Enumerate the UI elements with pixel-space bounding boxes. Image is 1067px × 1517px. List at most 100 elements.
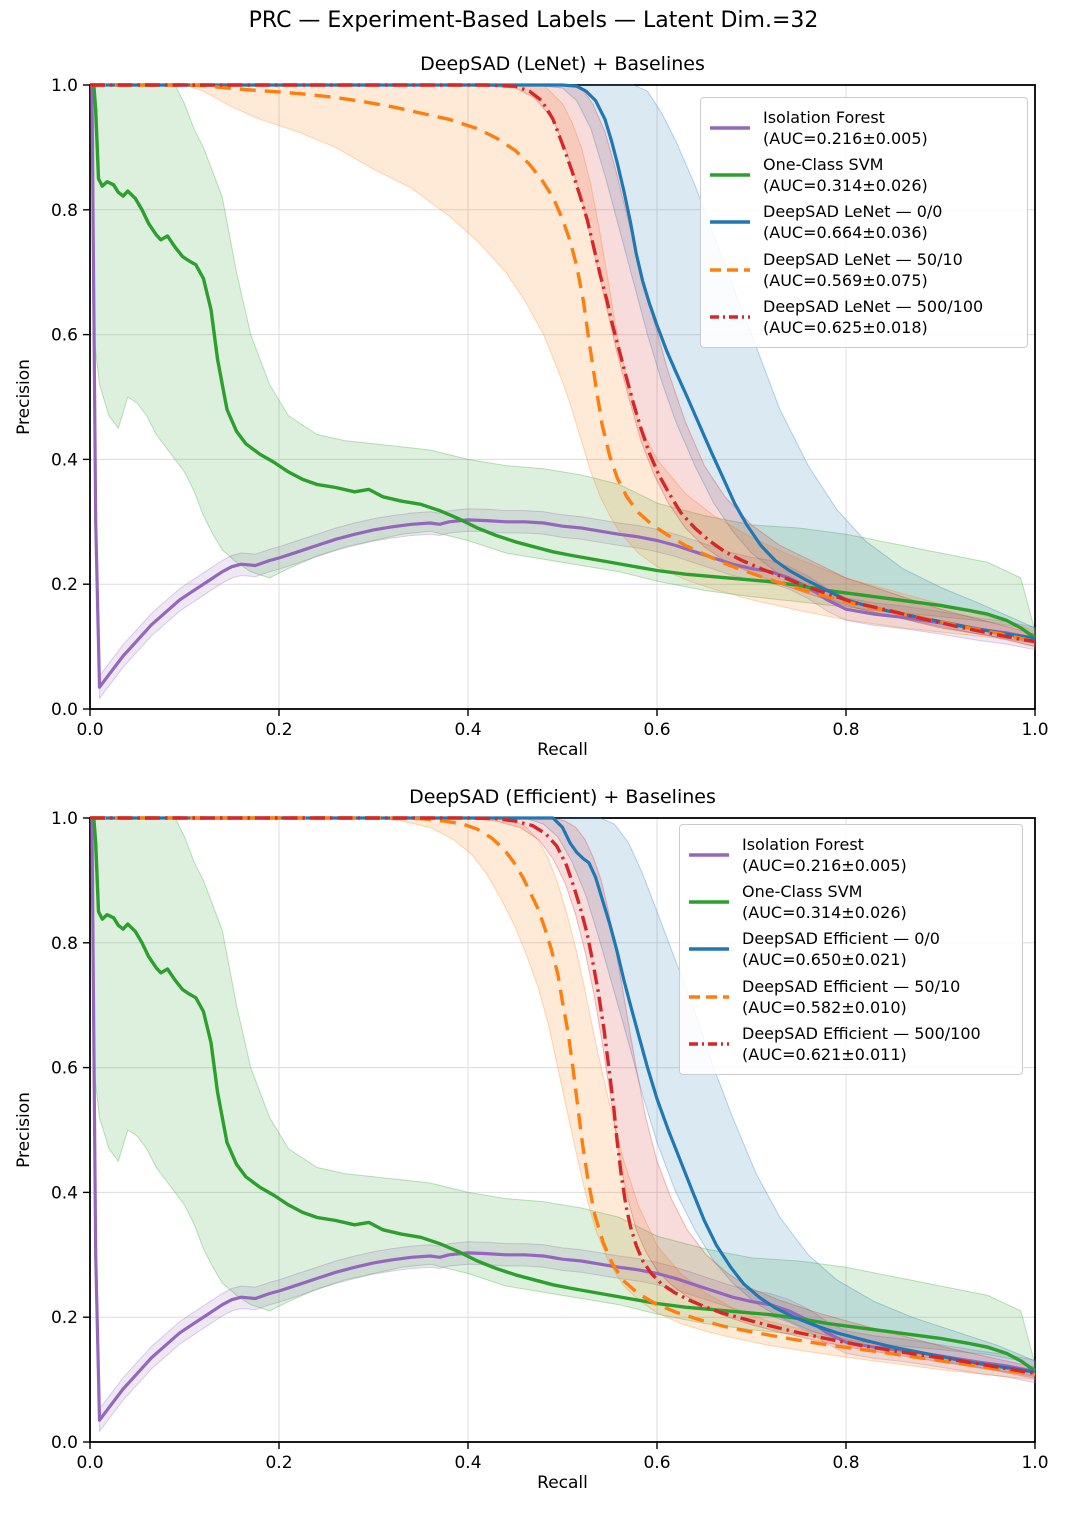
x-tick-label: 0.4 xyxy=(454,720,481,740)
y-tick-label: 0.6 xyxy=(51,1059,78,1079)
legend-line-sample xyxy=(710,268,750,272)
y-tick-label: 0.8 xyxy=(51,934,78,954)
legend-line-sample xyxy=(689,995,729,999)
legend-item: DeepSAD Efficient — 0/0 (AUC=0.650±0.021) xyxy=(688,928,1016,970)
legend-item-label: DeepSAD Efficient — 500/100 xyxy=(742,1024,981,1044)
curve-deepsad-efficient-500-100 xyxy=(90,816,1036,1376)
y-tick-label: 0.2 xyxy=(51,575,78,595)
legend-item: DeepSAD LeNet — 0/0 (AUC=0.664±0.036) xyxy=(709,201,1021,243)
legend-item: DeepSAD Efficient — 500/100 (AUC=0.621±0.… xyxy=(688,1023,1016,1065)
legend-line-sample xyxy=(710,125,750,130)
legend-item-auc: (AUC=0.650±0.021) xyxy=(742,950,907,970)
legend-line-sample xyxy=(689,852,729,857)
y-tick-label: 0.8 xyxy=(51,201,78,221)
y-tick-label: 0.4 xyxy=(51,450,78,470)
x-tick-label: 0.2 xyxy=(265,720,292,740)
x-tick-label: 0.0 xyxy=(76,720,103,740)
band-isolation-forest xyxy=(91,84,1036,700)
y-tick-label: 0.4 xyxy=(51,1183,78,1203)
legend-item-auc: (AUC=0.625±0.018) xyxy=(763,318,928,338)
y-tick-label: 0.6 xyxy=(51,326,78,346)
x-tick-label: 0.2 xyxy=(265,1453,292,1473)
legend-item-text: DeepSAD Efficient — 50/10 (AUC=0.582±0.01… xyxy=(742,976,960,1018)
curve-deepsad-lenet-50-10 xyxy=(90,83,1036,644)
legend-item-text: One-Class SVM (AUC=0.314±0.026) xyxy=(742,881,907,923)
legend-item-text: DeepSAD Efficient — 0/0 (AUC=0.650±0.021) xyxy=(742,928,940,970)
legend-bottom: Isolation Forest (AUC=0.216±0.005) One-Cla… xyxy=(679,824,1023,1075)
legend-line-sample xyxy=(710,220,750,225)
subplot-title-efficient: DeepSAD (Efficient) + Baselines xyxy=(409,786,716,808)
legend-item-text: DeepSAD LeNet — 0/0 (AUC=0.664±0.036) xyxy=(763,201,942,243)
legend-item-auc: (AUC=0.569±0.075) xyxy=(763,270,928,290)
y-axis-label-top: Precision xyxy=(14,359,34,435)
legend-item-auc: (AUC=0.621±0.011) xyxy=(742,1045,907,1065)
band-deepsad-efficient-0-0 xyxy=(90,817,1036,1378)
subplot-0: 0.0 0.2 0.4 0.6 0.8 1.0 0.0 0.2 0.4 0.6 0.8 1.0 xyxy=(51,76,1049,740)
band-isolation-forest xyxy=(91,817,1036,1433)
legend-item-auc: (AUC=0.664±0.036) xyxy=(763,223,928,243)
legend-item-auc: (AUC=0.216±0.005) xyxy=(763,128,928,148)
x-tick-label: 0.0 xyxy=(76,1453,103,1473)
legend-item-text: DeepSAD Efficient — 500/100 (AUC=0.621±0.… xyxy=(742,1023,981,1065)
legend-item-text: Isolation Forest (AUC=0.216±0.005) xyxy=(763,107,928,149)
legend-item: Isolation Forest (AUC=0.216±0.005) xyxy=(688,834,1016,876)
legend-item-label: DeepSAD Efficient — 0/0 xyxy=(742,929,940,949)
x-tick-label: 0.8 xyxy=(832,1453,859,1473)
legend-line-sample xyxy=(710,173,750,177)
legend-item: One-Class SVM (AUC=0.314±0.026) xyxy=(709,154,1021,196)
curve-deepsad-efficient-0-0 xyxy=(90,816,1036,1374)
curve-isolation-forest xyxy=(90,817,1036,1422)
x-axis-label-top: Recall xyxy=(537,740,588,760)
legend-item-label: DeepSAD Efficient — 50/10 xyxy=(742,976,961,996)
legend-item: One-Class SVM (AUC=0.314±0.026) xyxy=(688,881,1016,923)
legend-item-label: One-Class SVM xyxy=(763,155,884,175)
legend-line-sample xyxy=(710,315,750,320)
band-deepsad-efficient-50-10 xyxy=(90,817,1036,1381)
x-tick-label: 1.0 xyxy=(1021,1453,1048,1473)
legend-item-label: DeepSAD LeNet — 0/0 xyxy=(763,202,943,222)
curve-one-class-svm xyxy=(92,84,1036,640)
legend-line-sample xyxy=(689,900,729,904)
y-tick-label: 0.0 xyxy=(51,700,78,720)
legend-item-label: One-Class SVM xyxy=(742,882,863,902)
legend-line-sample xyxy=(689,947,729,952)
legend-line-sample xyxy=(689,1042,729,1047)
legend-item-label: DeepSAD LeNet — 500/100 xyxy=(763,297,984,317)
legend-item: Isolation Forest (AUC=0.216±0.005) xyxy=(709,107,1021,149)
axes-box xyxy=(89,817,1036,1443)
legend-item-label: DeepSAD LeNet — 50/10 xyxy=(763,249,963,269)
legend-item-auc: (AUC=0.314±0.026) xyxy=(742,903,907,923)
legend-item-auc: (AUC=0.582±0.010) xyxy=(742,997,907,1017)
legend-top: Isolation Forest (AUC=0.216±0.005) One-Cla… xyxy=(700,97,1028,348)
band-deepsad-efficient-500-100 xyxy=(90,817,1036,1380)
x-tick-label: 0.6 xyxy=(643,1453,670,1473)
band-deepsad-lenet-0-0 xyxy=(90,84,1036,645)
legend-item: DeepSAD Efficient — 50/10 (AUC=0.582±0.01… xyxy=(688,976,1016,1018)
subplot-1: 0.0 0.2 0.4 0.6 0.8 1.0 0.0 0.2 0.4 0.6 0.8 1.0 xyxy=(51,809,1049,1473)
legend-item: DeepSAD LeNet — 500/100 (AUC=0.625±0.018) xyxy=(709,296,1021,338)
legend-item-label: Isolation Forest xyxy=(763,107,885,127)
legend-item-text: DeepSAD LeNet — 50/10 (AUC=0.569±0.075) xyxy=(763,249,963,291)
legend-item-auc: (AUC=0.216±0.005) xyxy=(742,855,907,875)
legend-item-text: Isolation Forest (AUC=0.216±0.005) xyxy=(742,834,907,876)
y-axis-label-bottom: Precision xyxy=(14,1092,34,1168)
y-tick-label: 0.2 xyxy=(51,1308,78,1328)
legend-item: DeepSAD LeNet — 50/10 (AUC=0.569±0.075) xyxy=(709,249,1021,291)
curve-deepsad-lenet-500-100 xyxy=(90,83,1036,644)
x-tick-label: 0.6 xyxy=(643,720,670,740)
x-tick-label: 1.0 xyxy=(1021,720,1048,740)
legend-item-text: One-Class SVM (AUC=0.314±0.026) xyxy=(763,154,928,196)
figure-title: PRC — Experiment-Based Labels — Latent D… xyxy=(248,8,819,33)
legend-item-text: DeepSAD LeNet — 500/100 (AUC=0.625±0.018) xyxy=(763,296,983,338)
y-tick-label: 0.0 xyxy=(51,1433,78,1453)
x-tick-label: 0.4 xyxy=(454,1453,481,1473)
x-tick-label: 0.8 xyxy=(832,720,859,740)
y-tick-label: 1.0 xyxy=(51,76,78,96)
subplot-title-lenet: DeepSAD (LeNet) + Baselines xyxy=(420,53,705,75)
x-axis-label-bottom: Recall xyxy=(537,1473,588,1493)
legend-item-label: Isolation Forest xyxy=(742,834,864,854)
legend-item-auc: (AUC=0.314±0.026) xyxy=(763,176,928,196)
y-tick-label: 1.0 xyxy=(51,809,78,829)
